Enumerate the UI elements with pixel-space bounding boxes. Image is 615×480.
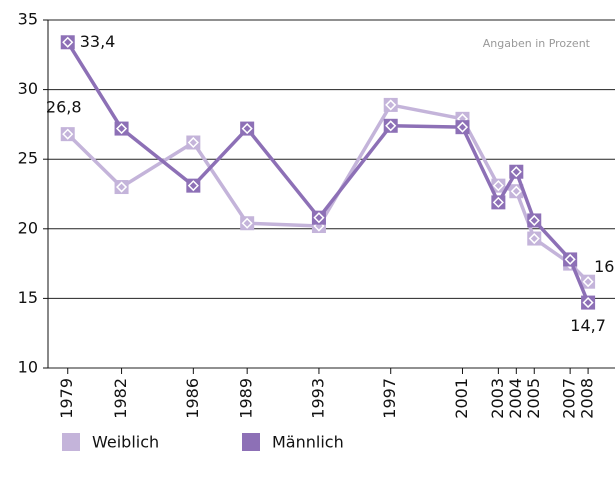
marker-diamond bbox=[582, 276, 594, 288]
marker-diamond bbox=[510, 185, 522, 197]
marker bbox=[60, 127, 75, 142]
marker-diamond bbox=[582, 297, 594, 309]
marker bbox=[527, 213, 542, 228]
x-tick-label: 1982 bbox=[111, 378, 130, 419]
x-tick-label: 2003 bbox=[488, 378, 507, 419]
y-tick-label: 20 bbox=[18, 218, 38, 237]
marker bbox=[60, 35, 75, 50]
x-tick-label: 1997 bbox=[380, 378, 399, 419]
legend-label: Weiblich bbox=[92, 433, 159, 452]
marker-diamond bbox=[241, 217, 253, 229]
marker-diamond bbox=[313, 212, 325, 224]
marker-diamond bbox=[510, 166, 522, 178]
marker bbox=[114, 180, 129, 195]
marker-diamond bbox=[187, 180, 199, 192]
marker bbox=[509, 184, 524, 199]
x-tick-label: 1979 bbox=[57, 378, 76, 419]
marker bbox=[383, 97, 398, 112]
marker-diamond bbox=[564, 253, 576, 265]
x-tick-label: 1989 bbox=[237, 378, 256, 419]
marker bbox=[581, 295, 596, 310]
annotation: Angaben in Prozent bbox=[483, 37, 591, 50]
x-tick-label: 1986 bbox=[183, 378, 202, 419]
x-tick-label: 2005 bbox=[524, 378, 543, 419]
x-tick-label: 2007 bbox=[560, 378, 579, 419]
value-label: 26,8 bbox=[46, 98, 82, 117]
marker bbox=[240, 121, 255, 136]
marker-diamond bbox=[116, 181, 128, 193]
marker-diamond bbox=[528, 232, 540, 245]
value-label: 14,7 bbox=[570, 316, 606, 335]
value-label: 16,2 bbox=[594, 257, 615, 276]
legend-swatch bbox=[62, 433, 80, 451]
y-tick-label: 10 bbox=[18, 358, 38, 377]
x-tick-label: 1993 bbox=[308, 378, 327, 419]
x-tick-label: 2004 bbox=[506, 378, 525, 419]
legend-swatch bbox=[242, 433, 260, 451]
marker bbox=[186, 135, 201, 150]
marker-diamond bbox=[492, 196, 504, 208]
y-tick-label: 25 bbox=[18, 149, 38, 168]
marker bbox=[509, 164, 524, 179]
marker-diamond bbox=[492, 180, 504, 192]
marker bbox=[383, 118, 398, 133]
marker-diamond bbox=[385, 120, 397, 132]
x-tick-label: 2001 bbox=[452, 378, 471, 419]
marker bbox=[491, 195, 506, 210]
marker bbox=[455, 120, 470, 135]
marker-diamond bbox=[241, 123, 253, 135]
marker-diamond bbox=[528, 214, 540, 227]
marker bbox=[581, 274, 596, 289]
marker-diamond bbox=[116, 123, 128, 135]
marker bbox=[311, 210, 326, 225]
marker-diamond bbox=[187, 136, 199, 149]
marker-diamond bbox=[385, 99, 397, 111]
marker-diamond bbox=[62, 36, 74, 48]
y-tick-label: 15 bbox=[18, 288, 38, 307]
marker bbox=[491, 178, 506, 193]
marker bbox=[240, 216, 255, 231]
marker bbox=[114, 121, 129, 136]
marker-diamond bbox=[456, 121, 469, 133]
marker bbox=[527, 231, 542, 246]
marker bbox=[186, 178, 201, 193]
value-label: 33,4 bbox=[80, 32, 116, 51]
y-tick-label: 35 bbox=[18, 10, 38, 29]
x-tick-label: 2008 bbox=[578, 378, 597, 419]
marker-diamond bbox=[62, 128, 74, 140]
legend-label: Männlich bbox=[272, 433, 344, 452]
marker bbox=[563, 252, 578, 267]
y-tick-label: 30 bbox=[18, 79, 38, 98]
